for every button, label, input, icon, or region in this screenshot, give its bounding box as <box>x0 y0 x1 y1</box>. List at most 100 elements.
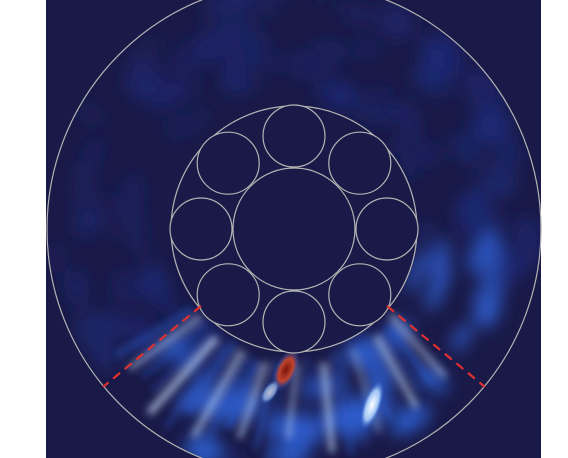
field-blobs <box>47 0 542 458</box>
field-blob <box>463 144 482 168</box>
field-blob <box>399 153 418 181</box>
field-blob <box>180 107 211 136</box>
field-blob <box>392 101 420 129</box>
field-blob <box>426 263 450 312</box>
field-blob <box>429 29 467 63</box>
field-blob <box>74 198 88 242</box>
field-blob <box>122 58 164 99</box>
field-blob <box>221 62 250 95</box>
field-blob <box>47 242 67 274</box>
field-blob <box>209 0 250 14</box>
outer-cladding-boundary <box>46 0 542 458</box>
field-blob <box>407 248 428 294</box>
field-fringe <box>115 306 195 358</box>
field-blob <box>111 194 125 244</box>
field-blob <box>90 190 105 232</box>
field-intensity-pattern <box>47 0 542 458</box>
field-fringe <box>320 362 336 453</box>
field-blob <box>156 75 187 105</box>
field-blob <box>451 323 473 352</box>
capillary-circle <box>262 104 326 168</box>
field-blob <box>262 54 294 72</box>
field-blob <box>110 269 143 306</box>
field-blob <box>269 443 310 458</box>
hotspot-red <box>272 349 300 391</box>
field-blob <box>138 269 170 306</box>
field-blob <box>521 226 542 266</box>
field-blob <box>357 38 379 59</box>
field-fringe <box>237 361 269 440</box>
field-fringe <box>365 340 410 426</box>
field-blob <box>166 116 188 139</box>
field-blob <box>495 134 514 160</box>
field-blob <box>392 128 421 154</box>
capillary-circle <box>169 197 233 261</box>
field-blob <box>170 38 215 76</box>
field-blob <box>469 238 502 277</box>
field-blob <box>370 84 390 103</box>
field-blob <box>184 432 223 458</box>
field-blob <box>429 238 450 282</box>
field-blob <box>118 173 145 217</box>
field-fringe <box>338 352 359 429</box>
hotspot-white <box>359 380 385 430</box>
field-fringe <box>146 335 220 416</box>
field-fringe <box>151 333 213 394</box>
field-blob <box>473 297 500 329</box>
field-blob <box>317 417 350 432</box>
field-blob <box>469 114 502 146</box>
field-fringe <box>163 343 229 429</box>
capillary-ring <box>169 104 419 354</box>
field-blob <box>75 311 112 352</box>
field-fringe <box>314 361 321 447</box>
field-fringe <box>128 314 202 371</box>
field-blob <box>420 36 451 63</box>
field-blob <box>251 0 278 18</box>
field-blob <box>414 143 439 166</box>
field-blob <box>389 404 431 435</box>
field-blob <box>344 8 369 26</box>
field-blob <box>415 222 434 242</box>
field-fringe <box>205 353 253 440</box>
central-core-circle <box>232 167 356 291</box>
field-blob <box>376 4 416 41</box>
field-blob <box>226 6 248 33</box>
field-fringe <box>190 349 245 439</box>
field-blob <box>486 157 506 202</box>
field-fringe <box>330 352 354 456</box>
field-blob <box>324 79 359 112</box>
capillary-circle <box>328 131 392 195</box>
field-blob <box>301 376 344 397</box>
field-blob <box>123 36 163 71</box>
field-fringe <box>303 356 309 450</box>
field-fringe <box>286 363 299 439</box>
field-fringe <box>388 312 447 379</box>
field-hotspots <box>260 349 385 430</box>
field-fringe <box>379 329 424 394</box>
field-blob <box>351 97 387 126</box>
field-blob <box>181 79 200 99</box>
field-blob <box>223 450 244 458</box>
capillary-circle <box>262 290 326 354</box>
field-fringe <box>185 341 238 414</box>
capillary-circle <box>196 263 260 327</box>
marker-line-left <box>102 305 202 388</box>
capillary-circle <box>196 131 260 195</box>
field-blob <box>459 192 492 228</box>
field-blob <box>411 61 440 91</box>
field-fringe <box>140 321 208 379</box>
field-blob <box>127 207 147 252</box>
capillary-circle <box>355 197 419 261</box>
field-blob <box>64 268 90 307</box>
capillary-circle <box>328 263 392 327</box>
field-fringe <box>373 335 419 410</box>
hotspot-white-small <box>260 379 280 405</box>
field-blob <box>76 103 104 125</box>
field-fringe <box>224 360 261 430</box>
field-blob <box>288 49 338 81</box>
field-fringe <box>385 322 435 385</box>
field-blob <box>499 256 527 281</box>
marker-line-right <box>386 305 486 388</box>
field-blob <box>68 160 99 205</box>
